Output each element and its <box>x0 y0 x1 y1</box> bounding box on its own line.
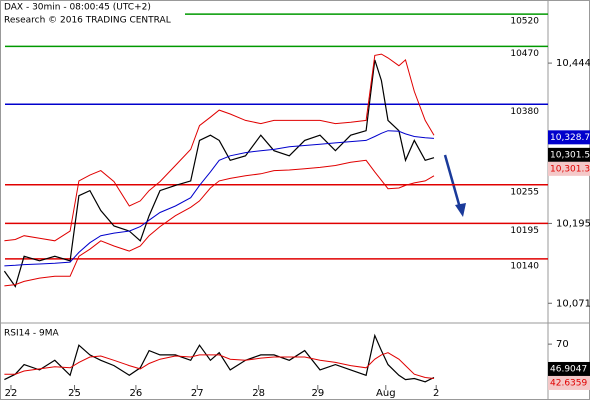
level-label: 10520 <box>510 17 539 27</box>
price-tag-label: 10,301.3 <box>550 164 590 174</box>
x-tick-label: 26 <box>130 388 143 399</box>
series-line <box>4 352 435 379</box>
y-tick-label: 10,195 <box>556 218 590 229</box>
x-tick-label: Aug <box>376 388 396 399</box>
chart-title: DAX - 30min - 08:00:45 (UTC+2) <box>4 3 151 13</box>
level-label: 10470 <box>510 49 539 59</box>
x-tick-label: 25 <box>68 388 81 399</box>
x-tick-label: 2 <box>433 388 439 399</box>
level-label: 10140 <box>510 261 539 271</box>
forecast-arrow <box>443 154 466 217</box>
level-label: 10195 <box>510 226 539 236</box>
series-line <box>3 59 435 288</box>
x-tick-label: 28 <box>252 388 265 399</box>
price-tag <box>548 130 590 145</box>
series-line <box>4 53 435 242</box>
price-tag <box>548 147 590 162</box>
price-tag <box>548 361 590 376</box>
price-tag-label: 10,301.5 <box>550 150 590 160</box>
price-tag-label: 42.6359 <box>550 378 587 388</box>
series-line <box>4 159 435 287</box>
price-tag-label: 46.9047 <box>550 364 587 374</box>
x-tick-label: 22 <box>5 388 18 399</box>
level-label: 10380 <box>510 107 539 117</box>
price-tag <box>548 375 590 390</box>
x-tick-label: 29 <box>311 388 324 399</box>
chart-subtitle: Research © 2016 TRADING CENTRAL <box>4 16 171 26</box>
price-tag-label: 10,328.7 <box>550 133 590 143</box>
rsi-title: RSI14 - 9MA <box>4 329 60 339</box>
level-label: 10255 <box>510 187 539 197</box>
y-tick-label: 70 <box>556 339 569 350</box>
y-tick-label: 10,444 <box>556 58 590 69</box>
x-tick-label: 27 <box>191 388 204 399</box>
series-line <box>4 333 435 383</box>
series-line <box>4 130 435 267</box>
price-tag <box>548 161 590 176</box>
y-tick-label: 10,071 <box>556 298 590 309</box>
